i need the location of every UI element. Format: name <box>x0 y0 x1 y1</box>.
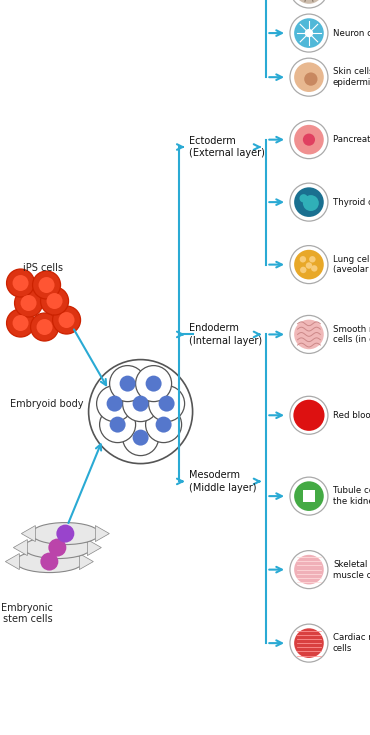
Circle shape <box>294 187 324 217</box>
Circle shape <box>294 62 324 92</box>
Circle shape <box>304 73 317 86</box>
Text: Ectoderm
(External layer): Ectoderm (External layer) <box>189 136 265 158</box>
Circle shape <box>21 295 37 311</box>
Circle shape <box>156 417 172 433</box>
Circle shape <box>7 269 34 297</box>
Circle shape <box>294 125 324 154</box>
Circle shape <box>294 250 324 279</box>
Text: Tubule cells of
the kidney: Tubule cells of the kidney <box>333 487 370 506</box>
Circle shape <box>309 256 316 262</box>
Circle shape <box>146 376 162 392</box>
Circle shape <box>58 312 74 328</box>
Text: Skin cells of
epidermis: Skin cells of epidermis <box>333 68 370 87</box>
Text: Neuron cells: Neuron cells <box>333 29 370 37</box>
Circle shape <box>294 555 324 584</box>
Circle shape <box>146 406 182 442</box>
Circle shape <box>290 245 328 284</box>
Polygon shape <box>13 539 27 556</box>
Circle shape <box>300 267 306 273</box>
Circle shape <box>110 365 146 401</box>
Circle shape <box>37 319 53 335</box>
Circle shape <box>303 195 319 211</box>
Circle shape <box>110 417 125 433</box>
Circle shape <box>290 477 328 515</box>
Ellipse shape <box>15 551 83 573</box>
Circle shape <box>97 386 132 422</box>
Circle shape <box>290 121 328 159</box>
Text: Cardiac muscle
cells: Cardiac muscle cells <box>333 634 370 653</box>
Circle shape <box>13 315 28 331</box>
Text: Red blood cells: Red blood cells <box>333 411 370 420</box>
Circle shape <box>122 386 159 422</box>
Circle shape <box>290 58 328 96</box>
Circle shape <box>294 0 324 4</box>
Text: Skeletal
muscle cells: Skeletal muscle cells <box>333 560 370 579</box>
Circle shape <box>107 395 122 412</box>
Circle shape <box>290 551 328 589</box>
Circle shape <box>290 0 328 8</box>
Circle shape <box>53 306 81 334</box>
Circle shape <box>40 553 58 570</box>
Circle shape <box>48 539 66 556</box>
Circle shape <box>299 194 308 203</box>
Circle shape <box>33 271 61 299</box>
Polygon shape <box>95 526 110 542</box>
Text: iPS cells: iPS cells <box>23 263 63 273</box>
Circle shape <box>306 262 312 269</box>
Circle shape <box>122 420 159 456</box>
Circle shape <box>290 14 328 52</box>
Circle shape <box>38 277 54 293</box>
Text: Endoderm
(Internal layer): Endoderm (Internal layer) <box>189 323 262 345</box>
Circle shape <box>7 309 34 337</box>
Ellipse shape <box>23 537 91 559</box>
Text: Pancreatic cells: Pancreatic cells <box>333 135 370 144</box>
Text: Embryoid body: Embryoid body <box>10 398 84 409</box>
Circle shape <box>300 256 306 262</box>
Circle shape <box>290 315 328 354</box>
Circle shape <box>290 624 328 662</box>
Circle shape <box>135 365 172 401</box>
Polygon shape <box>79 553 93 570</box>
Circle shape <box>88 359 193 464</box>
Circle shape <box>14 289 43 317</box>
Circle shape <box>294 18 324 48</box>
Circle shape <box>290 183 328 221</box>
Circle shape <box>294 320 324 349</box>
Polygon shape <box>21 526 36 542</box>
Ellipse shape <box>31 523 100 545</box>
Polygon shape <box>87 539 101 556</box>
Polygon shape <box>5 553 19 570</box>
Circle shape <box>159 395 175 412</box>
Circle shape <box>13 275 28 291</box>
Bar <box>303 490 315 502</box>
Circle shape <box>31 313 58 341</box>
Circle shape <box>100 406 135 442</box>
Circle shape <box>290 396 328 434</box>
Circle shape <box>303 134 315 146</box>
Circle shape <box>149 386 185 422</box>
Text: Thyroid cells: Thyroid cells <box>333 198 370 207</box>
Circle shape <box>132 429 149 445</box>
Text: Smooth muscle
cells (in gut): Smooth muscle cells (in gut) <box>333 325 370 344</box>
Circle shape <box>294 628 324 658</box>
Circle shape <box>41 287 68 315</box>
Circle shape <box>305 29 313 37</box>
Circle shape <box>311 265 317 272</box>
Circle shape <box>293 400 324 431</box>
Circle shape <box>120 376 135 392</box>
Circle shape <box>56 525 74 542</box>
Text: Lung cells
(aveolar cell): Lung cells (aveolar cell) <box>333 255 370 274</box>
Text: Embryonic
stem cells: Embryonic stem cells <box>1 603 53 624</box>
Text: Mesoderm
(Middle layer): Mesoderm (Middle layer) <box>189 470 256 492</box>
Circle shape <box>132 395 149 412</box>
Circle shape <box>294 481 324 511</box>
Circle shape <box>47 293 63 309</box>
